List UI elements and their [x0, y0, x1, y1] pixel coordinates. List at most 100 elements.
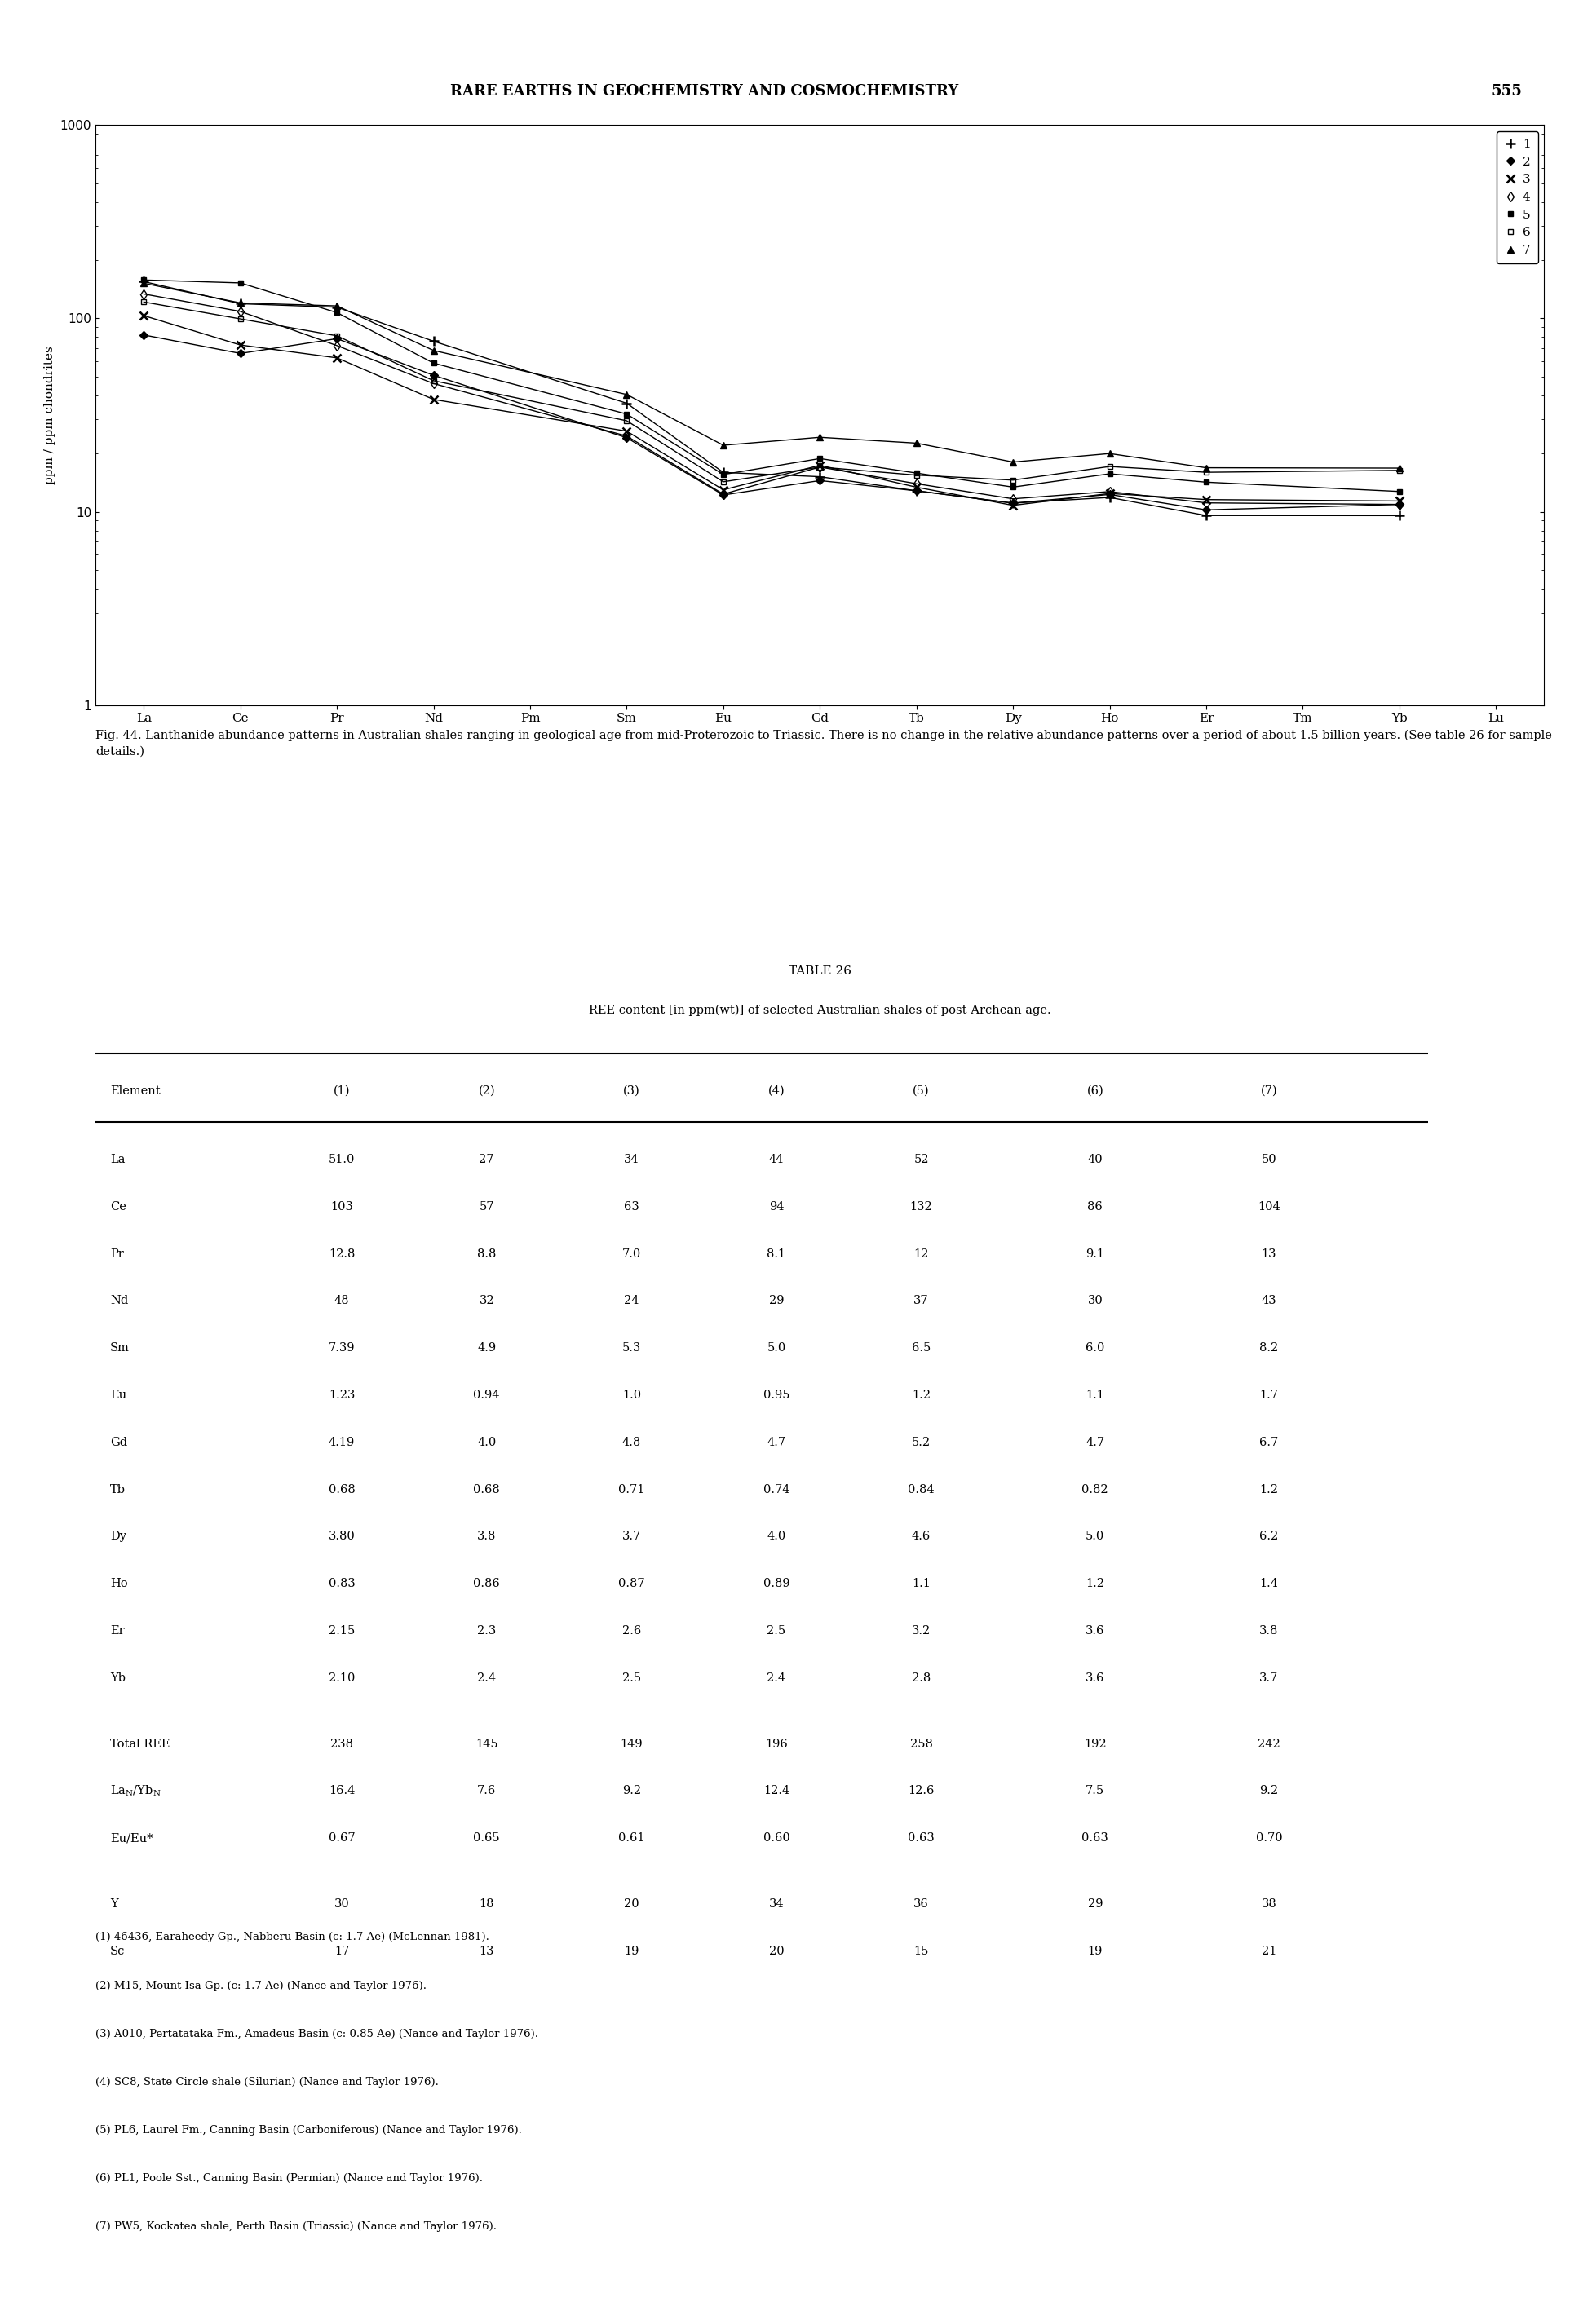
5	[134, 265, 153, 293]
7	[134, 270, 153, 297]
2	[328, 325, 347, 353]
5	[810, 444, 829, 472]
Text: Eu: Eu	[110, 1390, 126, 1401]
Text: 7.39: 7.39	[328, 1343, 355, 1355]
Text: (5) PL6, Laurel Fm., Canning Basin (Carboniferous) (Nance and Taylor 1976).: (5) PL6, Laurel Fm., Canning Basin (Carb…	[96, 2124, 522, 2136]
4	[423, 370, 443, 397]
Text: 0.63: 0.63	[907, 1831, 935, 1843]
Text: 0.84: 0.84	[907, 1483, 935, 1494]
Text: 0.68: 0.68	[328, 1483, 355, 1494]
Text: 1.0: 1.0	[622, 1390, 642, 1401]
Text: 1.1: 1.1	[1086, 1390, 1105, 1401]
Text: Ho: Ho	[110, 1578, 127, 1590]
Text: 1.1: 1.1	[912, 1578, 931, 1590]
7	[810, 423, 829, 451]
Text: 0.68: 0.68	[473, 1483, 500, 1494]
Text: 38: 38	[1261, 1899, 1277, 1910]
4	[1003, 486, 1022, 514]
Text: 8.1: 8.1	[767, 1248, 786, 1260]
Text: 43: 43	[1261, 1294, 1277, 1306]
Text: 29: 29	[1087, 1899, 1103, 1910]
Text: Sm: Sm	[110, 1343, 129, 1355]
2	[907, 476, 927, 504]
4	[231, 297, 250, 325]
Text: 27: 27	[479, 1155, 494, 1164]
7	[907, 430, 927, 458]
Text: 86: 86	[1087, 1202, 1103, 1213]
Text: (7): (7)	[1261, 1085, 1277, 1097]
6	[810, 453, 829, 481]
Text: 21: 21	[1261, 1945, 1277, 1957]
Text: 34: 34	[624, 1155, 638, 1164]
1	[1003, 488, 1022, 516]
Y-axis label: ppm / ppm chondrites: ppm / ppm chondrites	[45, 346, 56, 483]
4	[1197, 488, 1216, 516]
Text: (2) M15, Mount Isa Gp. (c: 1.7 Ae) (Nance and Taylor 1976).: (2) M15, Mount Isa Gp. (c: 1.7 Ae) (Nanc…	[96, 1980, 427, 1992]
3	[810, 451, 829, 479]
Text: 24: 24	[624, 1294, 638, 1306]
Text: 4.19: 4.19	[328, 1436, 355, 1448]
3	[1003, 490, 1022, 518]
3	[713, 476, 732, 504]
Text: (7) PW5, Kockatea shale, Perth Basin (Triassic) (Nance and Taylor 1976).: (7) PW5, Kockatea shale, Perth Basin (Tr…	[96, 2222, 497, 2231]
6	[423, 367, 443, 395]
Text: 2.4: 2.4	[767, 1673, 786, 1683]
3	[231, 330, 250, 358]
Text: 2.10: 2.10	[328, 1673, 355, 1683]
Text: 1.23: 1.23	[328, 1390, 355, 1401]
Text: 34: 34	[769, 1899, 783, 1910]
Text: 4.6: 4.6	[912, 1532, 931, 1543]
1	[1197, 502, 1216, 530]
3	[328, 344, 347, 372]
Text: 5.0: 5.0	[767, 1343, 786, 1355]
Text: 192: 192	[1084, 1738, 1106, 1750]
Text: 3.8: 3.8	[478, 1532, 497, 1543]
Text: 2.15: 2.15	[328, 1624, 355, 1636]
Text: Dy: Dy	[110, 1532, 126, 1543]
Text: 3.6: 3.6	[1086, 1673, 1105, 1683]
Text: (6) PL1, Poole Sst., Canning Basin (Permian) (Nance and Taylor 1976).: (6) PL1, Poole Sst., Canning Basin (Perm…	[96, 2173, 482, 2185]
Text: 2.8: 2.8	[912, 1673, 931, 1683]
Line: 5: 5	[142, 277, 1403, 495]
2	[134, 321, 153, 349]
Text: (1): (1)	[333, 1085, 350, 1097]
Text: 37: 37	[914, 1294, 928, 1306]
1	[423, 328, 443, 356]
Text: 1.2: 1.2	[1259, 1483, 1278, 1494]
Text: 6.5: 6.5	[912, 1343, 931, 1355]
Text: 104: 104	[1258, 1202, 1280, 1213]
Text: 3.7: 3.7	[1259, 1673, 1278, 1683]
Text: 6.2: 6.2	[1259, 1532, 1278, 1543]
Text: 2.3: 2.3	[478, 1624, 497, 1636]
Text: Sc: Sc	[110, 1945, 126, 1957]
Text: (4): (4)	[767, 1085, 785, 1097]
Text: 3.8: 3.8	[1259, 1624, 1278, 1636]
7	[713, 432, 732, 460]
Text: Er: Er	[110, 1624, 124, 1636]
Text: 3.6: 3.6	[1086, 1624, 1105, 1636]
Text: 1.7: 1.7	[1259, 1390, 1278, 1401]
Text: 32: 32	[479, 1294, 494, 1306]
2	[713, 481, 732, 509]
Text: 7.5: 7.5	[1086, 1785, 1105, 1796]
3	[1390, 488, 1409, 516]
Text: 6.7: 6.7	[1259, 1436, 1278, 1448]
Text: 13: 13	[1261, 1248, 1277, 1260]
7	[1100, 439, 1119, 467]
Text: 5.3: 5.3	[622, 1343, 642, 1355]
Text: 0.87: 0.87	[618, 1578, 645, 1590]
Text: Ce: Ce	[110, 1202, 126, 1213]
Text: Gd: Gd	[110, 1436, 127, 1448]
6	[328, 323, 347, 351]
Text: 2.5: 2.5	[622, 1673, 642, 1683]
1	[1100, 483, 1119, 511]
Text: TABLE 26: TABLE 26	[788, 964, 852, 976]
Text: 30: 30	[334, 1899, 350, 1910]
Line: 6: 6	[142, 300, 1403, 486]
Text: 196: 196	[766, 1738, 788, 1750]
4	[134, 279, 153, 307]
Text: Fig. 44. Lanthanide abundance patterns in Australian shales ranging in geologica: Fig. 44. Lanthanide abundance patterns i…	[96, 730, 1552, 758]
Text: 44: 44	[769, 1155, 783, 1164]
5	[1390, 476, 1409, 504]
Text: 18: 18	[479, 1899, 494, 1910]
